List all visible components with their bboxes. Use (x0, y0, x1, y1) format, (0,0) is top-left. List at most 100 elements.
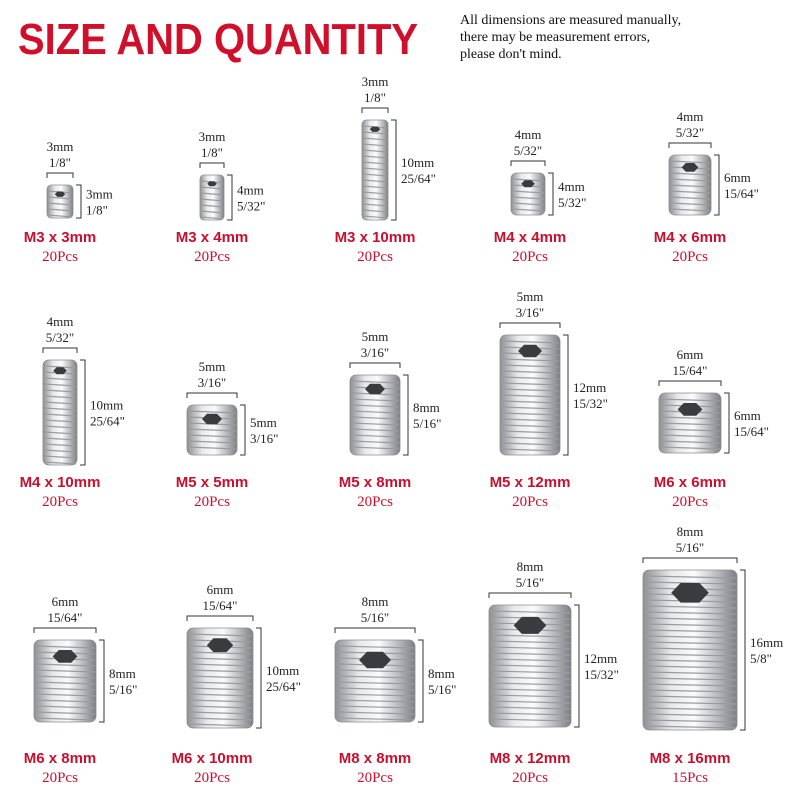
thread (489, 688, 571, 692)
length-bracket (227, 174, 233, 221)
thread (500, 370, 560, 374)
thread (187, 675, 253, 679)
thread (500, 388, 560, 392)
thread (511, 202, 545, 206)
length-inch: 25/64" (266, 679, 301, 694)
thread (669, 208, 711, 212)
hex-socket (53, 367, 67, 375)
thread (643, 707, 737, 711)
thread (187, 633, 253, 637)
length-inch: 5/8" (750, 651, 772, 666)
quantity-label: 20Pcs (512, 770, 548, 786)
thread (362, 203, 388, 207)
thread (643, 617, 737, 621)
length-bracket (724, 392, 730, 454)
thread (187, 663, 253, 667)
quantity-label: 20Pcs (672, 494, 708, 510)
thread (669, 184, 711, 188)
width-bracket (499, 322, 561, 328)
hex-socket (369, 126, 381, 132)
thread (200, 210, 224, 214)
thread (362, 209, 388, 213)
size-label: M4 x 4mm (494, 229, 567, 246)
thread (335, 669, 415, 673)
thread (362, 143, 388, 147)
thread (669, 172, 711, 176)
thread (43, 407, 77, 411)
quantity-label: 15Pcs (672, 770, 708, 786)
length-bracket (80, 359, 86, 466)
width-bracket (186, 392, 238, 398)
length-inch: 5/32" (237, 199, 265, 214)
thread (187, 446, 237, 450)
thread (362, 155, 388, 159)
length-bracket (256, 627, 262, 729)
thread (47, 208, 73, 212)
width-mm: 6mm (677, 347, 704, 362)
length-mm: 8mm (413, 400, 440, 415)
thread (43, 455, 77, 459)
width-bracket (488, 592, 572, 598)
thread (350, 422, 400, 426)
thread (43, 437, 77, 441)
thread (34, 711, 96, 715)
thread (47, 214, 73, 218)
width-inch: 15/64" (203, 598, 238, 613)
thread (187, 693, 253, 697)
width-mm: 4mm (515, 127, 542, 142)
screw-body (42, 359, 78, 466)
size-label: M4 x 6mm (654, 229, 727, 246)
thread (643, 611, 737, 615)
thread (489, 658, 571, 662)
length-mm: 5mm (250, 415, 277, 430)
length-mm: 3mm (86, 187, 113, 202)
length-mm: 8mm (428, 666, 455, 681)
thread (187, 657, 253, 661)
length-bracket (99, 639, 105, 723)
thread (643, 653, 737, 657)
thread (335, 645, 415, 649)
thread (200, 186, 224, 190)
thread (34, 675, 96, 679)
length-bracket (563, 334, 569, 456)
thread (335, 687, 415, 691)
hex-socket (52, 650, 78, 663)
thread (643, 659, 737, 663)
width-bracket (46, 172, 74, 178)
width-bracket (186, 615, 254, 621)
thread (43, 443, 77, 447)
note-line: there may be measurement errors, (460, 30, 650, 45)
length-bracket (403, 374, 409, 456)
thread (335, 711, 415, 715)
size-label: M3 x 3mm (24, 229, 97, 246)
thread (34, 681, 96, 685)
length-inch: 5/32" (558, 195, 586, 210)
thread (350, 440, 400, 444)
size-label: M6 x 8mm (24, 750, 97, 767)
length-bracket (76, 184, 82, 219)
thread (500, 400, 560, 404)
note-line: please don't mind. (460, 47, 562, 62)
length-mm: 10mm (90, 398, 123, 413)
length-inch: 25/64" (401, 171, 436, 186)
size-label: M5 x 5mm (176, 474, 249, 491)
thread (489, 610, 571, 614)
thread (350, 410, 400, 414)
width-inch: 5/32" (46, 330, 74, 345)
length-mm: 16mm (750, 635, 783, 650)
thread (489, 676, 571, 680)
thread (643, 683, 737, 687)
thread (350, 416, 400, 420)
hex-socket (54, 191, 66, 197)
width-inch: 5/16" (361, 610, 389, 625)
thread (500, 424, 560, 428)
thread (659, 398, 721, 402)
length-inch: 15/64" (724, 186, 759, 201)
screw-body (658, 392, 722, 454)
